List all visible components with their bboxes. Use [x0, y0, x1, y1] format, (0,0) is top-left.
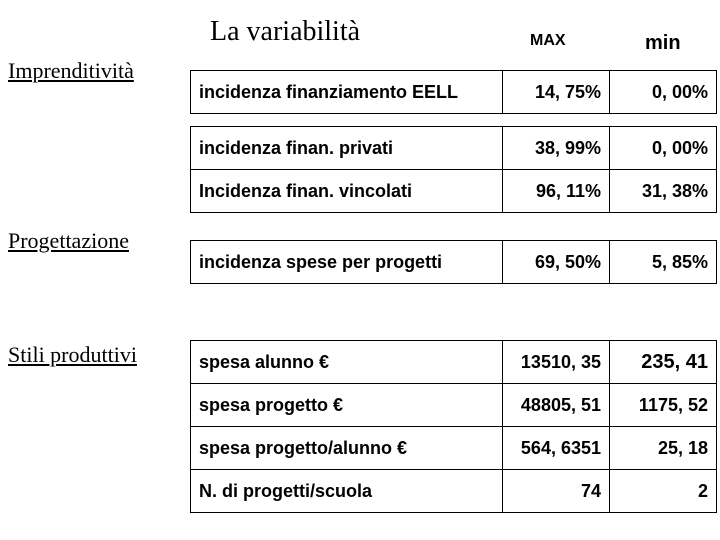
row-min: 0, 00%: [610, 127, 717, 170]
table-progettazione: incidenza spese per progetti 69, 50% 5, …: [190, 240, 717, 284]
table-row: spesa alunno € 13510, 35 235, 41: [191, 341, 717, 384]
row-label: spesa alunno €: [191, 341, 503, 384]
table-row: N. di progetti/scuola 74 2: [191, 470, 717, 513]
row-label: incidenza finan. privati: [191, 127, 503, 170]
row-max: 564, 6351: [503, 427, 610, 470]
section-imprenditivita: Imprenditività: [8, 58, 134, 84]
row-max: 14, 75%: [503, 71, 610, 114]
row-max: 69, 50%: [503, 241, 610, 284]
slide: La variabilità MAX min Imprenditività Pr…: [0, 0, 720, 540]
table-row: spesa progetto € 48805, 51 1175, 52: [191, 384, 717, 427]
table-row: incidenza finanziamento EELL 14, 75% 0, …: [191, 71, 717, 114]
row-label: incidenza spese per progetti: [191, 241, 503, 284]
row-label: Incidenza finan. vincolati: [191, 170, 503, 213]
row-min: 2: [610, 470, 717, 513]
table-row: incidenza spese per progetti 69, 50% 5, …: [191, 241, 717, 284]
section-progettazione: Progettazione: [8, 228, 129, 254]
row-min: 235, 41: [610, 341, 717, 384]
row-max: 96, 11%: [503, 170, 610, 213]
row-min: 0, 00%: [610, 71, 717, 114]
row-max: 38, 99%: [503, 127, 610, 170]
row-max: 13510, 35: [503, 341, 610, 384]
table-row: Incidenza finan. vincolati 96, 11% 31, 3…: [191, 170, 717, 213]
table-imprenditivita-a: incidenza finanziamento EELL 14, 75% 0, …: [190, 70, 717, 114]
table-imprenditivita-b: incidenza finan. privati 38, 99% 0, 00% …: [190, 126, 717, 213]
table-row: spesa progetto/alunno € 564, 6351 25, 18: [191, 427, 717, 470]
column-header-max: MAX: [530, 32, 566, 50]
page-title: La variabilità: [210, 16, 360, 48]
row-label: spesa progetto/alunno €: [191, 427, 503, 470]
table-row: incidenza finan. privati 38, 99% 0, 00%: [191, 127, 717, 170]
row-min: 25, 18: [610, 427, 717, 470]
row-max: 74: [503, 470, 610, 513]
row-max: 48805, 51: [503, 384, 610, 427]
row-min: 5, 85%: [610, 241, 717, 284]
row-label: N. di progetti/scuola: [191, 470, 503, 513]
table-stili-produttivi: spesa alunno € 13510, 35 235, 41 spesa p…: [190, 340, 717, 513]
section-stili-produttivi: Stili produttivi: [8, 342, 137, 368]
column-header-min: min: [645, 32, 681, 55]
row-label: spesa progetto €: [191, 384, 503, 427]
row-min: 31, 38%: [610, 170, 717, 213]
row-label: incidenza finanziamento EELL: [191, 71, 503, 114]
row-min: 1175, 52: [610, 384, 717, 427]
